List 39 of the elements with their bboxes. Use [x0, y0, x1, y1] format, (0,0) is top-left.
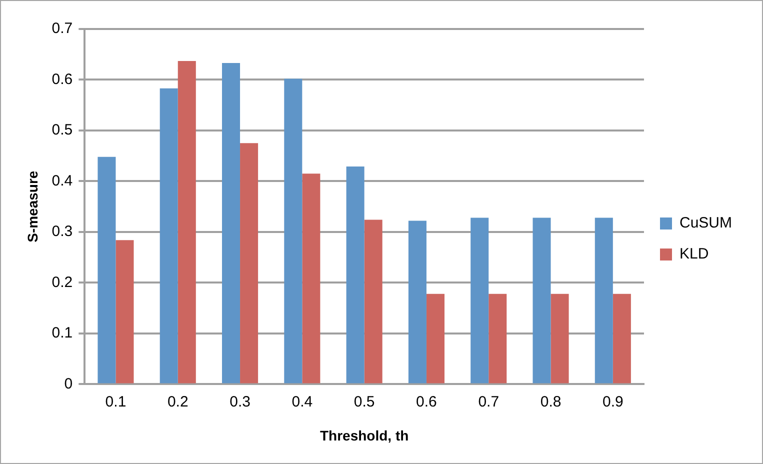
bar	[532, 218, 551, 384]
bar	[408, 220, 426, 384]
x-tick-label: 0.7	[478, 393, 500, 410]
y-axis-title: S-measure	[24, 170, 40, 242]
bar	[160, 88, 178, 384]
bar	[302, 174, 320, 384]
x-tick-label: 0.2	[167, 393, 188, 410]
y-tick-label: 0.3	[52, 223, 73, 240]
y-tick-label: 0.7	[52, 20, 73, 38]
x-axis-title: Threshold, th	[320, 427, 409, 444]
bar	[426, 294, 444, 384]
x-tick-label: 0.4	[292, 393, 313, 410]
bar	[550, 294, 569, 384]
x-tick-label: 0.6	[416, 393, 437, 410]
y-tick-label: 0.5	[52, 122, 73, 139]
x-tick-label: 0.1	[105, 393, 126, 410]
x-tick-label: 0.8	[540, 393, 562, 410]
x-tick-label: 0.5	[354, 393, 375, 410]
y-tick-label: 0.4	[52, 172, 73, 190]
bar	[222, 63, 240, 384]
bar	[284, 78, 302, 384]
bar	[364, 220, 382, 384]
bar	[98, 156, 116, 384]
x-tick-label: 0.3	[230, 393, 250, 410]
bar	[240, 143, 258, 384]
bar	[178, 60, 196, 384]
bar	[488, 294, 507, 384]
x-tick-label: 0.9	[602, 393, 624, 410]
y-tick-label: 0	[64, 375, 73, 392]
bar	[612, 294, 631, 384]
legend-label: CuSUM	[679, 214, 732, 232]
bar	[594, 218, 613, 384]
y-tick-label: 0.1	[52, 324, 73, 342]
bar	[470, 218, 489, 384]
bar	[116, 240, 134, 384]
bar	[346, 166, 364, 384]
legend-label: KLD	[679, 246, 709, 263]
y-tick-label: 0.6	[52, 70, 73, 88]
y-tick-label: 0.2	[52, 274, 73, 291]
